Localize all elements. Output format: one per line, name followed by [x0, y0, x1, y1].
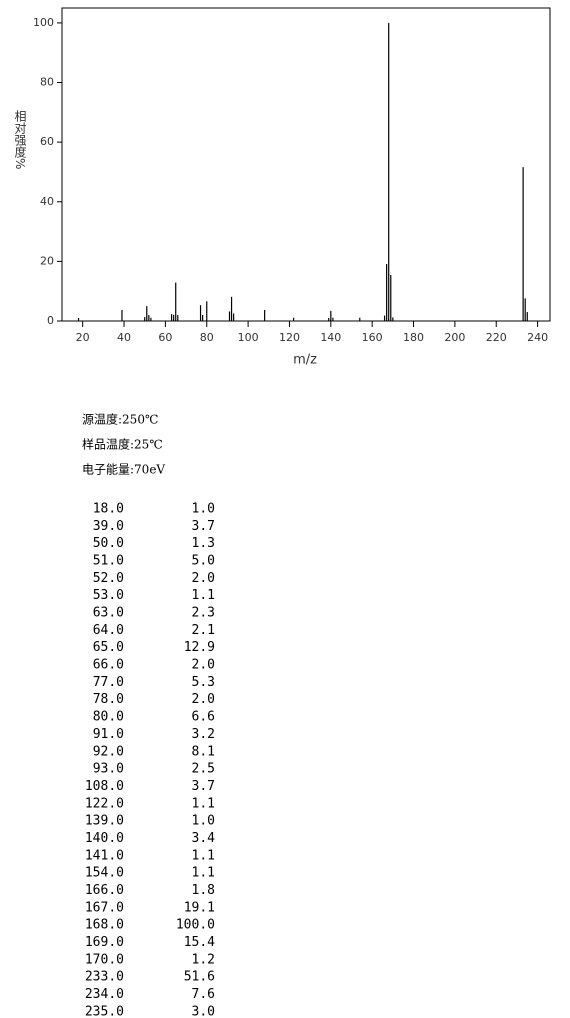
y-tick-label: 80: [40, 76, 54, 89]
intensity-cell: 3.7: [192, 779, 215, 794]
x-axis-label: m/z: [293, 353, 317, 368]
intensity-cell: 2.5: [192, 762, 215, 777]
mz-cell: 92.0: [93, 744, 124, 759]
mz-cell: 64.0: [93, 623, 124, 638]
mz-cell: 170.0: [85, 952, 124, 967]
intensity-cell: 51.6: [184, 970, 215, 985]
intensity-cell: 1.1: [192, 848, 215, 863]
condition: 源温度:250℃: [82, 412, 158, 427]
condition: 电子能量:70eV: [82, 463, 165, 477]
mz-cell: 167.0: [85, 900, 124, 915]
intensity-cell: 2.0: [192, 658, 215, 673]
plot-frame: [61, 7, 551, 322]
mz-cell: 39.0: [93, 519, 124, 534]
mz-cell: 52.0: [93, 571, 124, 586]
mz-cell: 77.0: [93, 675, 124, 690]
intensity-cell: 5.0: [192, 554, 215, 569]
mz-cell: 66.0: [93, 658, 124, 673]
x-tick-label: 20: [76, 331, 90, 344]
intensity-cell: 7.6: [192, 987, 215, 1002]
y-axis-label: 相对强度%: [13, 110, 27, 170]
x-tick-label: 120: [279, 331, 300, 344]
mz-cell: 141.0: [85, 848, 124, 863]
y-tick-label: 40: [40, 195, 54, 208]
intensity-cell: 1.3: [192, 536, 215, 551]
mz-cell: 234.0: [85, 987, 124, 1002]
y-tick-label: 60: [40, 135, 54, 148]
intensity-cell: 1.2: [192, 952, 215, 967]
x-tick-label: 40: [117, 331, 131, 344]
condition: 样品温度:25℃: [82, 437, 163, 452]
y-tick-label: 20: [40, 254, 54, 267]
mz-cell: 166.0: [85, 883, 124, 898]
x-tick-label: 160: [362, 331, 383, 344]
mz-cell: 50.0: [93, 536, 124, 551]
mz-cell: 139.0: [85, 814, 124, 829]
intensity-cell: 3.7: [192, 519, 215, 534]
x-tick-label: 60: [158, 331, 172, 344]
intensity-cell: 6.6: [192, 710, 215, 725]
x-tick-label: 100: [238, 331, 259, 344]
y-tick-label: 0: [47, 314, 54, 327]
intensity-cell: 12.9: [184, 640, 215, 655]
x-tick-label: 200: [444, 331, 465, 344]
mz-cell: 63.0: [93, 606, 124, 621]
mz-cell: 78.0: [93, 692, 124, 707]
intensity-cell: 3.0: [192, 1004, 215, 1018]
mz-cell: 154.0: [85, 866, 124, 881]
intensity-cell: 1.1: [192, 796, 215, 811]
mz-cell: 93.0: [93, 762, 124, 777]
x-tick-label: 220: [486, 331, 507, 344]
mz-cell: 91.0: [93, 727, 124, 742]
intensity-cell: 2.0: [192, 571, 215, 586]
mz-cell: 108.0: [85, 779, 124, 794]
mz-cell: 168.0: [85, 918, 124, 933]
intensity-cell: 2.1: [192, 623, 215, 638]
intensity-cell: 2.0: [192, 692, 215, 707]
intensity-cell: 1.0: [192, 502, 215, 517]
mz-cell: 169.0: [85, 935, 124, 950]
mz-cell: 18.0: [93, 502, 124, 517]
intensity-cell: 3.2: [192, 727, 215, 742]
intensity-cell: 19.1: [184, 900, 215, 915]
mz-cell: 80.0: [93, 710, 124, 725]
mz-cell: 235.0: [85, 1004, 124, 1018]
intensity-cell: 8.1: [192, 744, 215, 759]
x-tick-label: 140: [320, 331, 341, 344]
mz-cell: 122.0: [85, 796, 124, 811]
intensity-cell: 1.1: [192, 866, 215, 881]
x-tick-label: 80: [200, 331, 214, 344]
intensity-cell: 3.4: [192, 831, 216, 846]
intensity-cell: 1.0: [192, 814, 215, 829]
intensity-cell: 100.0: [176, 918, 215, 933]
mz-cell: 65.0: [93, 640, 124, 655]
mz-cell: 53.0: [93, 588, 124, 603]
intensity-cell: 5.3: [192, 675, 215, 690]
intensity-cell: 1.1: [192, 588, 215, 603]
y-tick-label: 100: [33, 16, 54, 29]
mz-cell: 140.0: [85, 831, 124, 846]
intensity-cell: 15.4: [184, 935, 215, 950]
x-tick-label: 240: [527, 331, 548, 344]
intensity-cell: 1.8: [192, 883, 215, 898]
intensity-cell: 2.3: [192, 606, 215, 621]
x-tick-label: 180: [403, 331, 424, 344]
mz-cell: 51.0: [93, 554, 124, 569]
mz-cell: 233.0: [85, 970, 124, 985]
